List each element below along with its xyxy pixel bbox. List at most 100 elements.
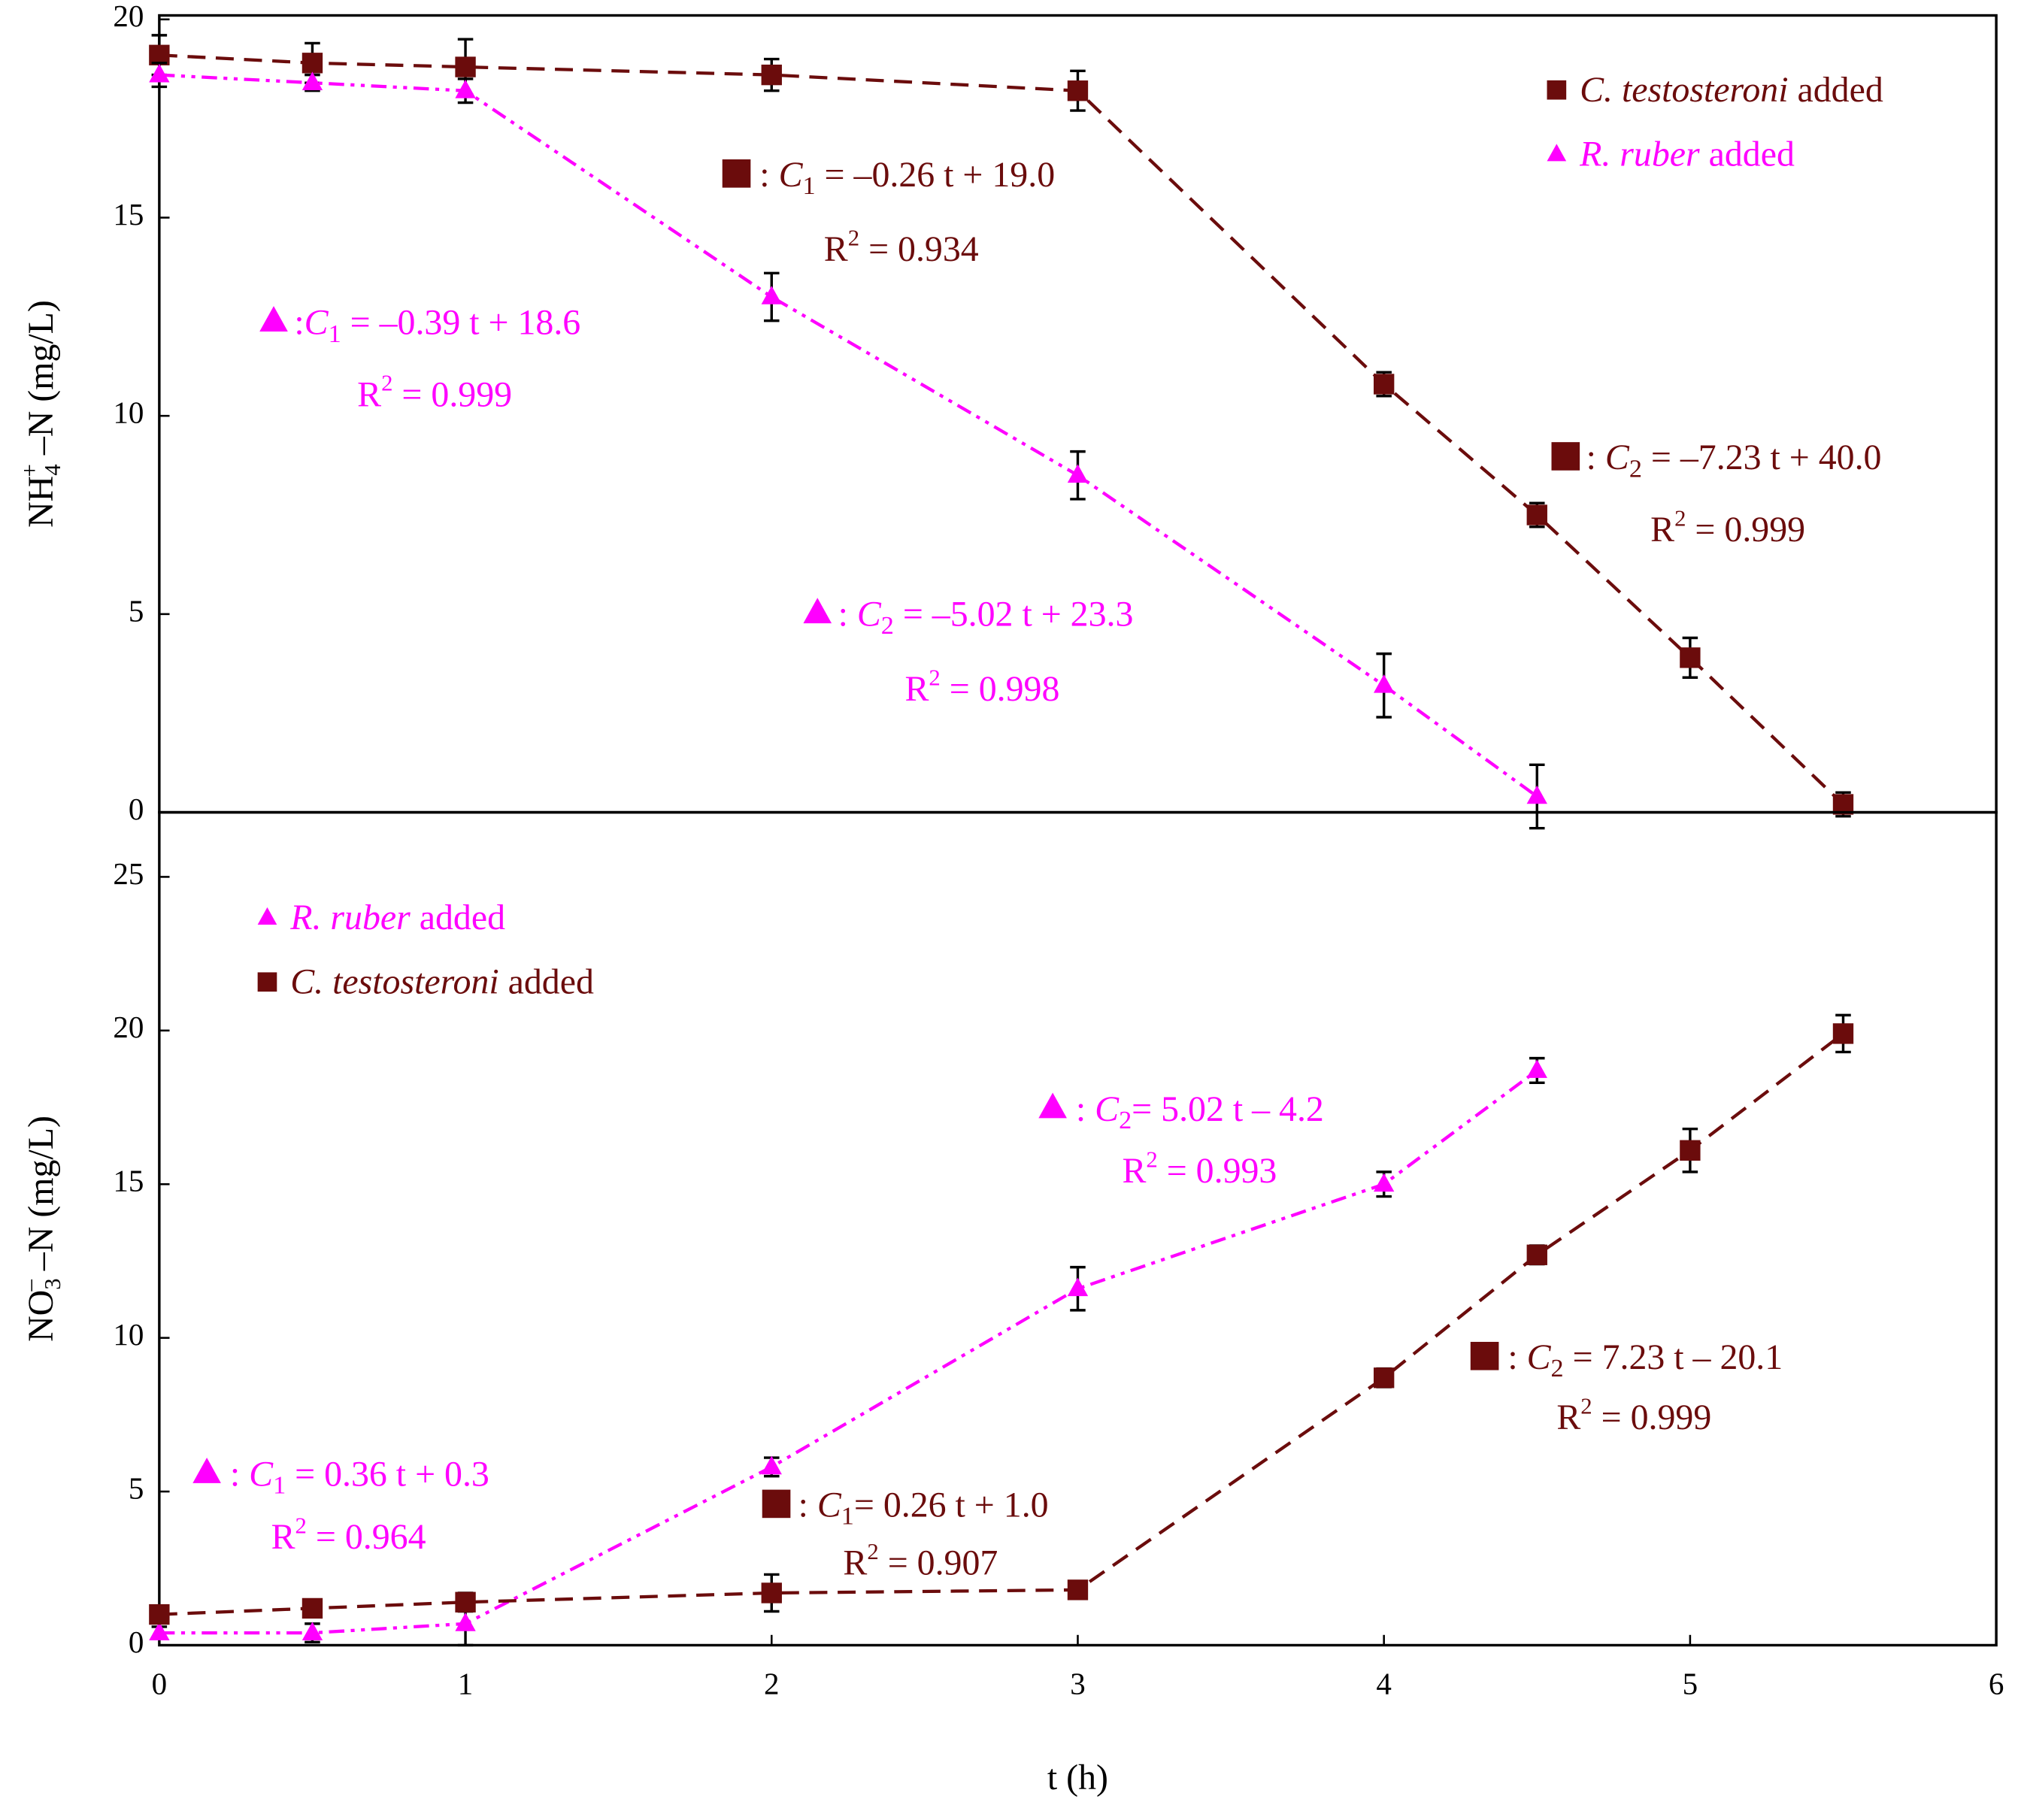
r-squared-var: R bbox=[1556, 1398, 1580, 1437]
equation-rhs: = –7.23 t + 40.0 bbox=[1642, 438, 1882, 477]
annotation-marker bbox=[762, 1489, 791, 1519]
r-squared-rhs: = 0.999 bbox=[1592, 1398, 1712, 1437]
y-tick-label: 0 bbox=[129, 792, 144, 826]
r-squared-sup: 2 bbox=[848, 226, 859, 251]
legend-suffix: added bbox=[1700, 135, 1795, 174]
data-point bbox=[761, 1455, 782, 1475]
r-squared: R2 = 0.998 bbox=[905, 665, 1060, 709]
annotation-marker bbox=[803, 598, 832, 624]
data-point bbox=[1526, 785, 1547, 804]
data-point bbox=[455, 79, 476, 98]
legend-label: R. ruber added bbox=[289, 898, 505, 937]
data-point bbox=[149, 1603, 170, 1625]
legend-name: C. testosteroni bbox=[290, 962, 498, 1002]
equation-sub: 2 bbox=[1629, 455, 1642, 483]
equation-var: C bbox=[779, 155, 804, 195]
equation: : C1 = 0.36 t + 0.3 bbox=[230, 1454, 489, 1499]
equation-sub: 1 bbox=[841, 1503, 854, 1531]
data-point bbox=[149, 1622, 170, 1640]
r-squared-var: R bbox=[905, 669, 929, 709]
y-axis-label: NO3– –N (mg/L) bbox=[17, 1116, 65, 1342]
data-point bbox=[301, 53, 323, 74]
data-point bbox=[1067, 1277, 1089, 1297]
legend-label: C. testosteroni added bbox=[290, 962, 594, 1002]
equation-prefix: : bbox=[838, 595, 857, 634]
r-squared-sup: 2 bbox=[1580, 1394, 1592, 1419]
equation-sub: 2 bbox=[881, 612, 894, 640]
data-point bbox=[455, 1613, 476, 1631]
r-squared-var: R bbox=[824, 229, 848, 269]
y-tick-label: 0 bbox=[129, 1625, 144, 1659]
r-squared-sup: 2 bbox=[381, 371, 392, 396]
y-axis-label-sup: + bbox=[17, 464, 42, 477]
data-point bbox=[1067, 80, 1089, 101]
equation-var: C bbox=[1605, 438, 1630, 477]
equation-rhs: = –5.02 t + 23.3 bbox=[894, 595, 1134, 634]
data-point bbox=[1373, 1173, 1395, 1192]
y-axis-label-base: NO bbox=[21, 1290, 61, 1342]
equation-rhs: = 0.36 t + 0.3 bbox=[286, 1454, 489, 1494]
data-point bbox=[1680, 1140, 1701, 1161]
r-squared: R2 = 0.934 bbox=[824, 226, 979, 270]
equation-var: C bbox=[857, 595, 882, 634]
y-tick-label: 25 bbox=[113, 856, 144, 891]
y-tick-label: 10 bbox=[113, 395, 144, 430]
r-squared-sup: 2 bbox=[929, 665, 940, 690]
data-point bbox=[1067, 464, 1089, 483]
y-axis-label-rest: –N (mg/L) bbox=[21, 1116, 61, 1279]
y-axis-label-sup: – bbox=[17, 1279, 42, 1292]
equation-var: C bbox=[305, 303, 329, 343]
y-tick-label: 20 bbox=[113, 0, 144, 33]
legend-suffix: added bbox=[411, 898, 505, 937]
equation-sub: 1 bbox=[802, 172, 815, 200]
y-axis-label-base: NH bbox=[21, 476, 61, 528]
x-tick-label: 6 bbox=[1989, 1666, 2004, 1700]
equation-rhs: = 7.23 t – 20.1 bbox=[1564, 1337, 1783, 1377]
y-tick-label: 15 bbox=[113, 197, 144, 232]
r-squared-var: R bbox=[1122, 1151, 1146, 1191]
data-point bbox=[455, 1591, 476, 1613]
equation: :C1 = –0.39 t + 18.6 bbox=[294, 303, 580, 348]
legend-name: R. ruber bbox=[289, 898, 411, 937]
r-squared-sup: 2 bbox=[295, 1513, 307, 1539]
equation: : C1 = –0.26 t + 19.0 bbox=[759, 155, 1055, 200]
r-squared: R2 = 0.964 bbox=[271, 1513, 426, 1558]
annotation-marker bbox=[1551, 442, 1580, 471]
equation: : C2 = –5.02 t + 23.3 bbox=[838, 595, 1134, 640]
data-point bbox=[761, 286, 782, 304]
data-point bbox=[1680, 647, 1701, 668]
r-squared-rhs: = 0.964 bbox=[307, 1517, 426, 1557]
y-tick-label: 5 bbox=[129, 1470, 144, 1505]
x-tick-label: 2 bbox=[764, 1666, 780, 1700]
equation-sub: 1 bbox=[273, 1472, 286, 1500]
data-point bbox=[301, 1622, 323, 1640]
r-squared-rhs: = 0.999 bbox=[392, 374, 512, 414]
r-squared-var: R bbox=[271, 1517, 295, 1557]
r-squared: R2 = 0.999 bbox=[1556, 1394, 1711, 1438]
x-tick-label: 1 bbox=[458, 1666, 474, 1700]
data-point bbox=[1373, 1367, 1395, 1388]
equation-var: C bbox=[249, 1454, 274, 1494]
r-squared-rhs: = 0.934 bbox=[859, 229, 979, 269]
equation-prefix: : bbox=[294, 303, 304, 343]
equation-prefix: : bbox=[1586, 438, 1605, 477]
r-squared-sup: 2 bbox=[867, 1539, 878, 1564]
equation-prefix: : bbox=[798, 1485, 817, 1525]
equation: : C1= 0.26 t + 1.0 bbox=[798, 1485, 1049, 1531]
legend-name: C. testosteroni bbox=[1580, 70, 1788, 110]
legend-marker bbox=[1547, 144, 1567, 162]
data-point bbox=[455, 56, 476, 77]
equation-var: C bbox=[817, 1485, 842, 1525]
data-point bbox=[761, 1582, 782, 1603]
equation-rhs: = –0.26 t + 19.0 bbox=[816, 155, 1056, 195]
y-axis-label: NH4+ –N (mg/L) bbox=[17, 300, 65, 528]
legend-label: C. testosteroni added bbox=[1580, 70, 1883, 110]
legend-marker bbox=[1547, 80, 1567, 100]
equation-var: C bbox=[1527, 1337, 1552, 1377]
annotation-marker bbox=[1038, 1092, 1067, 1119]
equation-prefix: : bbox=[230, 1454, 249, 1494]
data-point bbox=[301, 1597, 323, 1619]
r-squared-rhs: = 0.993 bbox=[1158, 1151, 1277, 1191]
equation-prefix: : bbox=[1076, 1089, 1095, 1129]
